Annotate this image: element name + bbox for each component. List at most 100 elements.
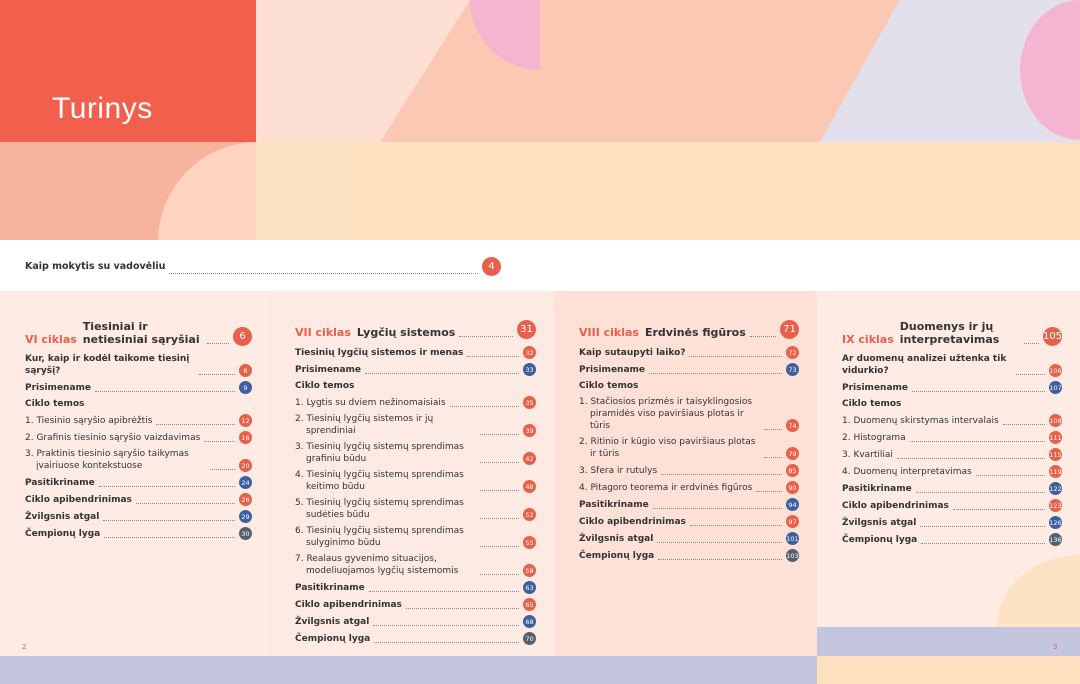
leader: [661, 474, 782, 475]
cycle-title: Erdvinės figūros: [644, 326, 746, 339]
cycle-label: VII ciklas: [295, 326, 351, 339]
leader: [975, 475, 1045, 476]
entry-label: Ciklo apibendrinimas: [579, 517, 686, 527]
toc-entry: Kaip sutaupyti laiko? 72: [579, 346, 799, 359]
intro-label: Kaip mokytis su vadovėliu: [25, 261, 166, 272]
toc-entry: 3. Sfera ir rutulys 85: [579, 464, 799, 477]
leader: [480, 518, 519, 519]
leader: [373, 625, 519, 626]
toc-entry: 4. Tiesinių lygčių sistemų sprendimas ke…: [295, 469, 536, 493]
entry-label: Žvilgsnis atgal: [295, 617, 370, 627]
leader: [909, 441, 1045, 442]
page-number: 3: [1053, 643, 1058, 651]
toc-column: VIII ciklas Erdvinės figūros 71 Kaip sutaup…: [554, 291, 817, 656]
page-badge: 79: [786, 447, 799, 460]
leader: [368, 591, 519, 592]
leader: [921, 543, 1045, 544]
page-badge: 115: [1049, 448, 1062, 461]
leader: [749, 336, 776, 337]
leader: [896, 458, 1045, 459]
page-badge: 106: [1049, 364, 1062, 377]
stripe: [817, 656, 1080, 684]
leader: [135, 503, 235, 504]
toc-entry: 4. Duomenų interpretavimas 119: [842, 465, 1062, 478]
page-badge: 30: [239, 527, 252, 540]
entry-label: Čempionų lyga: [25, 529, 101, 539]
entry-label: 5. Tiesinių lygčių sistemų sprendimas su…: [295, 498, 464, 520]
toc-entry: 1. Duomenų skirstymas intervalais 108: [842, 414, 1062, 427]
shape: [820, 0, 1080, 142]
entry-label: Ar duomenų analizei užtenka tik vidurkio…: [842, 354, 1007, 376]
entry-label: 2. Grafinis tiesinio sąryšio vaizdavimas: [25, 433, 201, 443]
toc-entry: 2. Grafinis tiesinio sąryšio vaizdavimas…: [25, 431, 252, 444]
toc-column: VII ciklas Lygčių sistemos 31 Tiesinių lygč…: [270, 291, 554, 656]
page-badge: 105: [1043, 327, 1062, 346]
leader: [1016, 374, 1045, 375]
toc-entry: Pasitikriname 24: [25, 476, 252, 489]
leader: [1002, 424, 1045, 425]
toc-entry: 1. Stačiosios prizmės ir taisyklingosios…: [579, 396, 799, 432]
entry-label: 7. Realaus gyvenimo situacijos, modeliuo…: [295, 554, 459, 576]
toc-entry: Pasitikriname 122: [842, 482, 1062, 495]
page-badge: 29: [239, 510, 252, 523]
toc-entry: Žvilgsnis atgal 126: [842, 516, 1062, 529]
entry-label: 2. Histograma: [842, 433, 906, 443]
leader: [449, 406, 519, 407]
cycle-label: VIII ciklas: [579, 326, 639, 339]
entry-label: Ciklo temos: [842, 399, 902, 409]
entry-label: Ciklo apibendrinimas: [842, 501, 949, 511]
page-badge: 42: [523, 452, 536, 465]
leader: [652, 508, 782, 509]
leader: [480, 462, 519, 463]
leader: [912, 391, 1045, 392]
entry-label: 3. Sfera ir rutulys: [579, 466, 658, 476]
page-badge: 48: [523, 480, 536, 493]
page-badge: 52: [523, 508, 536, 521]
toc-entry: Ciklo apibendrinimas 26: [25, 493, 252, 506]
leader: [206, 343, 229, 344]
toc-entry: 2. Histograma 111: [842, 431, 1062, 444]
toc-entry: 7. Realaus gyvenimo situacijos, modeliuo…: [295, 553, 536, 577]
cycle-heading: VI ciklas Tiesiniai ir netiesiniai sąryši…: [25, 320, 252, 346]
toc-column: VI ciklas Tiesiniai ir netiesiniai sąryši…: [0, 291, 270, 656]
entry-label: 2. Ritinio ir kūgio viso paviršiaus plot…: [579, 437, 756, 459]
toc-entry: Čempionų lyga 136: [842, 533, 1062, 546]
leader: [920, 526, 1045, 527]
toc-entry: Čempionų lyga 70: [295, 632, 536, 645]
toc-entry: Žvilgsnis atgal 29: [25, 510, 252, 523]
page-badge: 101: [786, 532, 799, 545]
page-badge: 107: [1049, 381, 1062, 394]
page-badge: 90: [786, 481, 799, 494]
page-badge: 71: [780, 320, 799, 339]
toc-entry: Ciklo apibendrinimas 123: [842, 499, 1062, 512]
entry-label: 3. Praktinis tiesinio sąryšio taikymas į…: [25, 449, 189, 471]
page-badge: 58: [523, 564, 536, 577]
leader: [764, 429, 782, 430]
toc-entry: Ciklo temos: [295, 380, 536, 392]
page-badge: 94: [786, 498, 799, 511]
entry-label: Prisimename: [579, 365, 646, 375]
entry-label: Žvilgsnis atgal: [579, 534, 654, 544]
page-badge: 63: [523, 581, 536, 594]
leader: [952, 509, 1045, 510]
leader: [104, 537, 235, 538]
toc-entry: Ciklo temos: [579, 380, 799, 392]
page-badge: 68: [523, 615, 536, 628]
toc-entry: 3. Praktinis tiesinio sąryšio taikymas į…: [25, 448, 252, 472]
entry-label: Žvilgsnis atgal: [842, 518, 917, 528]
entry-label: Čempionų lyga: [295, 634, 371, 644]
leader: [467, 356, 519, 357]
page-badge: 119: [1049, 465, 1062, 478]
shape: [1020, 0, 1080, 140]
page-badge: 65: [523, 598, 536, 611]
leader: [1023, 343, 1039, 344]
entry-label: 3. Tiesinių lygčių sistemų sprendimas gr…: [295, 442, 464, 464]
page-badge: 122: [1049, 482, 1062, 495]
corner-shape: [997, 555, 1080, 627]
entry-label: Ciklo apibendrinimas: [295, 600, 402, 610]
leader: [210, 469, 235, 470]
toc-entry: Ciklo apibendrinimas 97: [579, 515, 799, 528]
page-badge: 26: [239, 493, 252, 506]
toc-entry: Prisimename 9: [25, 381, 252, 394]
